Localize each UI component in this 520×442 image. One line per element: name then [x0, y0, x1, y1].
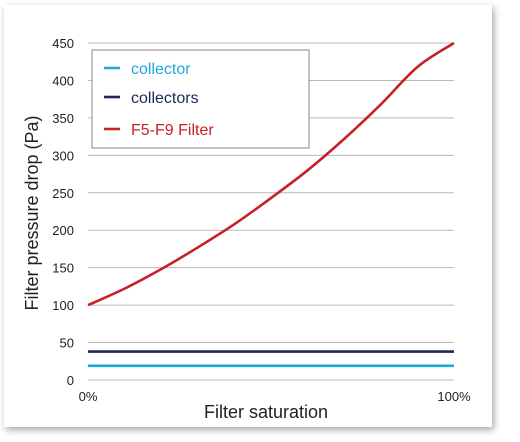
- y-tick-label: 150: [52, 261, 74, 276]
- y-tick-label: 450: [52, 36, 74, 51]
- legend-label: F5-F9 Filter: [131, 122, 214, 139]
- x-axis-title: Filter saturation: [204, 402, 328, 422]
- x-tick-labels: 0% 100%: [79, 389, 471, 404]
- legend-label: collectors: [131, 90, 199, 107]
- y-tick-label: 350: [52, 111, 74, 126]
- y-tick-label: 0: [67, 373, 74, 388]
- y-tick-label: 200: [52, 223, 74, 238]
- series-line-3: [87, 41, 455, 307]
- y-tick-label: 400: [52, 73, 74, 88]
- y-tick-label: 250: [52, 186, 74, 201]
- y-tick-label: 50: [60, 336, 74, 351]
- x-tick-label: 100%: [437, 389, 471, 404]
- legend: collector collectors F5-F9 Filter: [91, 49, 310, 149]
- series-lines: [87, 41, 455, 368]
- legend-label: collector: [131, 61, 191, 78]
- y-tick-label: 300: [52, 148, 74, 163]
- x-tick-label: 0%: [79, 389, 98, 404]
- legend-box: [91, 49, 310, 149]
- y-axis-title: Filter pressure drop (Pa): [22, 115, 42, 310]
- y-tick-labels: 0 50 100 150 200 250 300 350 400 450: [52, 36, 74, 388]
- y-tick-label: 100: [52, 298, 74, 313]
